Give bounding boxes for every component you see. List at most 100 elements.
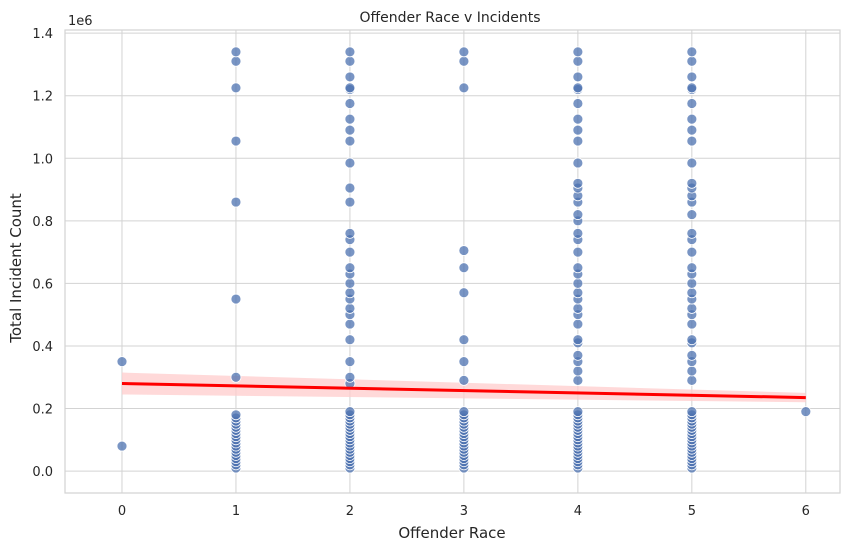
data-point (572, 71, 584, 83)
data-point (686, 303, 698, 314)
data-point (572, 374, 584, 386)
data-point (572, 113, 584, 125)
x-tick-label: 2 (346, 504, 354, 519)
data-point (686, 318, 698, 330)
data-point (344, 334, 356, 346)
data-point (800, 406, 812, 418)
chart-title: Offender Race v Incidents (359, 10, 540, 26)
x-tick-labels: 0 1 2 3 4 5 6 (118, 504, 810, 519)
data-point (686, 55, 698, 67)
y-axis-title: Total Incident Count (7, 193, 25, 344)
data-point (458, 82, 470, 94)
data-point (344, 124, 356, 136)
regression-line (121, 382, 806, 400)
y-tick-label: 0.2 (32, 403, 53, 418)
data-point (686, 98, 698, 109)
data-point (344, 371, 356, 383)
x-tick-label: 4 (574, 504, 582, 519)
data-point (686, 287, 698, 299)
data-point (572, 227, 584, 239)
data-point (344, 55, 356, 67)
data-point (572, 277, 584, 289)
data-point (686, 209, 698, 220)
data-point (344, 196, 356, 208)
data-point (572, 349, 584, 361)
data-point (686, 349, 698, 361)
data-point (458, 334, 470, 346)
y-offset-label: 1e6 (68, 14, 93, 29)
data-point (230, 196, 242, 208)
data-point (458, 406, 470, 418)
data-point (344, 356, 356, 368)
y-tick-label: 0.6 (32, 277, 53, 292)
data-point (572, 303, 584, 314)
data-point (572, 406, 584, 418)
data-point (572, 334, 584, 346)
data-point (572, 262, 584, 274)
data-point (230, 55, 242, 67)
data-point (230, 293, 242, 305)
x-tick-label: 6 (802, 504, 810, 519)
data-point (572, 246, 584, 258)
regression-line-layer (121, 382, 806, 400)
y-tick-label: 0.8 (32, 215, 53, 230)
data-point (458, 287, 470, 299)
data-point (458, 55, 470, 67)
data-point (116, 440, 128, 452)
y-tick-label: 1.2 (32, 90, 53, 105)
data-point (572, 318, 584, 330)
data-point (344, 318, 356, 330)
x-axis-title: Offender Race (398, 524, 505, 542)
data-point (572, 46, 584, 58)
data-point (458, 46, 470, 58)
data-point (344, 277, 356, 289)
data-point (344, 157, 356, 169)
data-point (686, 262, 698, 274)
data-point (686, 246, 698, 258)
data-point (458, 374, 470, 386)
data-point (572, 82, 584, 94)
data-point (686, 82, 698, 94)
data-point (344, 287, 356, 299)
y-tick-label: 0.4 (32, 340, 53, 355)
data-point (116, 356, 128, 368)
data-point (344, 303, 356, 314)
y-tick-label: 1.0 (32, 152, 53, 167)
x-tick-label: 0 (118, 504, 126, 519)
data-point (230, 371, 242, 383)
data-point (686, 157, 698, 169)
y-tick-label: 1.4 (32, 27, 53, 42)
data-point (686, 113, 698, 125)
y-tick-label: 0.0 (32, 465, 53, 480)
data-point (686, 71, 698, 83)
x-tick-label: 1 (232, 504, 240, 519)
data-point (686, 406, 698, 418)
data-point (344, 246, 356, 258)
x-tick-label: 3 (460, 504, 468, 519)
data-point (230, 46, 242, 58)
data-point (344, 262, 356, 274)
data-point (344, 71, 356, 83)
y-tick-labels: 0.0 0.2 0.4 0.6 0.8 1.0 1.2 1.4 (32, 27, 53, 480)
data-point (686, 227, 698, 239)
data-point (572, 287, 584, 299)
data-point (344, 182, 356, 194)
data-point (458, 245, 470, 256)
data-point (572, 365, 584, 377)
data-point (344, 46, 356, 58)
data-point (686, 124, 698, 136)
data-point (572, 55, 584, 67)
axes-border (64, 29, 841, 494)
data-point (572, 157, 584, 169)
data-point (230, 82, 242, 94)
data-point (572, 135, 584, 147)
data-point (686, 46, 698, 58)
data-point (686, 365, 698, 377)
data-point (458, 356, 470, 368)
data-point (230, 409, 242, 421)
data-point (686, 374, 698, 386)
data-point (686, 334, 698, 346)
data-point (344, 406, 356, 418)
data-point (686, 277, 698, 289)
